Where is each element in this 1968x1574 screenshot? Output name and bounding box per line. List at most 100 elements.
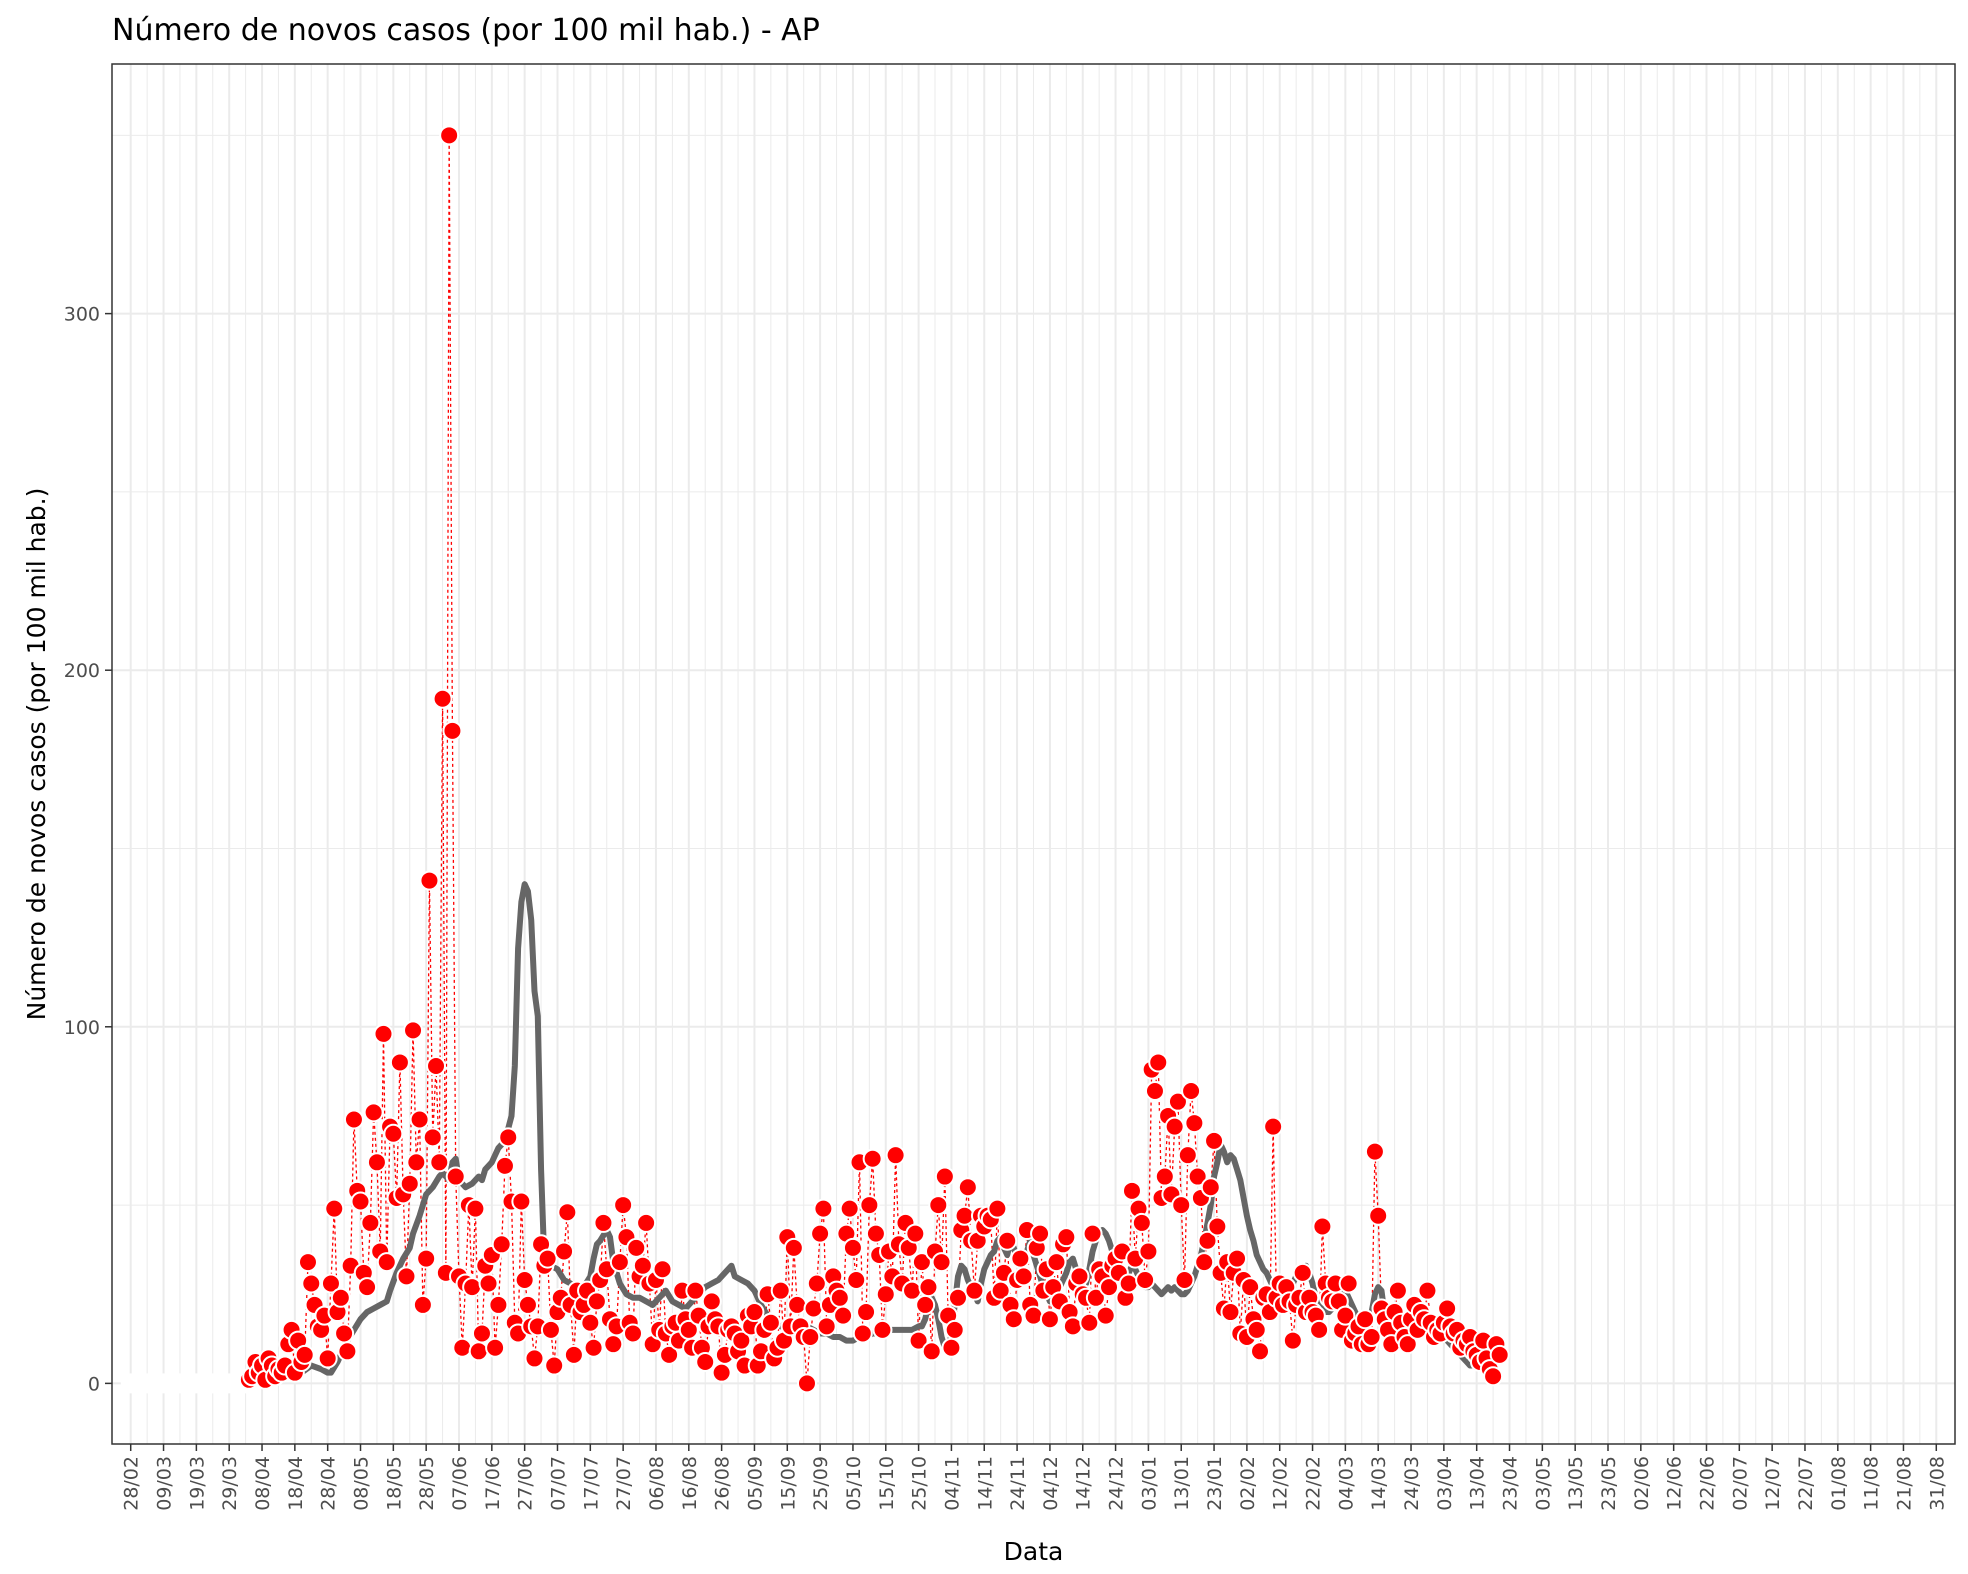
daily-cases-point [796,1373,817,1394]
daily-cases-point [1046,1252,1067,1273]
daily-cases-point [1131,1212,1152,1233]
x-tick-label: 04/03 [1335,1456,1357,1511]
daily-cases-point [1010,1248,1031,1269]
daily-cases-point [583,1337,604,1358]
x-tick-label: 28/05 [416,1456,438,1511]
daily-cases-point [941,1337,962,1358]
daily-cases-point [1200,1177,1221,1198]
daily-cases-point [1387,1280,1408,1301]
x-tick-label: 13/05 [1565,1456,1587,1511]
daily-cases-point [1184,1113,1205,1134]
daily-cases-point [1174,1269,1195,1290]
daily-cases-point [1062,1316,1083,1337]
daily-cases-point [862,1148,883,1169]
x-tick-label: 14/12 [1073,1456,1095,1511]
daily-cases-point [1148,1052,1169,1073]
daily-cases-point [1437,1298,1458,1319]
x-tick-label: 12/07 [1762,1456,1784,1511]
daily-cases-point [659,1344,680,1365]
daily-cases-point [911,1252,932,1273]
daily-cases-point [872,1319,893,1340]
x-tick-label: 24/12 [1106,1456,1128,1511]
daily-cases-point [1003,1309,1024,1330]
daily-cases-point [511,1191,532,1212]
x-axis: 28/02 09/03 19/03 29/03 08/04 18/04 28/04 08/05… [121,1444,1948,1511]
daily-cases-point [711,1362,732,1383]
daily-cases-point [1121,1180,1142,1201]
daily-cases-point [701,1291,722,1312]
daily-cases-point [465,1198,486,1219]
daily-cases-point [921,1341,942,1362]
daily-cases-point [1171,1195,1192,1216]
y-axis: 0 100 200 300 [64,304,112,1395]
daily-cases-point [731,1330,752,1351]
daily-cases-point [1099,1277,1120,1298]
daily-cases-point [1220,1302,1241,1323]
daily-cases-point [1312,1216,1333,1237]
daily-cases-point [416,1248,437,1269]
x-tick-label: 03/05 [1532,1456,1554,1511]
daily-cases-point [1095,1305,1116,1326]
daily-cases-point [885,1145,906,1166]
x-tick-label: 06/08 [646,1456,668,1511]
daily-cases-point [964,1280,985,1301]
daily-cases-point [478,1273,499,1294]
daily-cases-point [613,1195,634,1216]
daily-cases-point [350,1191,371,1212]
daily-cases-point [491,1234,512,1255]
daily-cases-point [1079,1312,1100,1333]
daily-cases-point [928,1195,949,1216]
daily-cases-point [357,1277,378,1298]
daily-cases-point [957,1177,978,1198]
daily-cases-point [1292,1262,1313,1283]
daily-cases-point [586,1291,607,1312]
daily-cases-point [787,1294,808,1315]
daily-cases-point [537,1248,558,1269]
daily-cases-point [744,1302,765,1323]
x-tick-label: 28/04 [318,1456,340,1511]
daily-cases-points [120,125,1510,1394]
daily-cases-point [1144,1080,1165,1101]
daily-cases-point [1154,1166,1175,1187]
daily-cases-point [1489,1344,1510,1365]
daily-cases-point [1250,1341,1271,1362]
daily-cases-point [468,1341,489,1362]
daily-cases-point [908,1330,929,1351]
daily-cases-point [1023,1305,1044,1326]
daily-cases-point [488,1294,509,1315]
daily-cases-point [806,1273,827,1294]
x-tick-label: 03/04 [1434,1456,1456,1511]
daily-cases-point [1197,1230,1218,1251]
y-tick-label: 200 [64,660,100,682]
x-tick-label: 31/08 [1926,1456,1948,1511]
daily-cases-point [403,1020,424,1041]
daily-cases-point [810,1223,831,1244]
x-tick-label: 17/06 [482,1456,504,1511]
daily-cases-point [554,1241,575,1262]
daily-cases-point [517,1294,538,1315]
plot-panel [111,63,1956,1445]
x-tick-label: 27/06 [515,1456,537,1511]
daily-cases-point [1417,1280,1438,1301]
daily-cases-point [1187,1166,1208,1187]
x-tick-label: 04/11 [941,1456,963,1511]
x-axis-title: Data [1004,1537,1064,1566]
daily-cases-point [915,1294,936,1315]
x-tick-label: 05/10 [843,1456,865,1511]
daily-cases-point [429,1152,450,1173]
daily-cases-point [626,1237,647,1258]
daily-cases-point [1204,1130,1225,1151]
x-tick-label: 02/06 [1631,1456,1653,1511]
daily-cases-point [987,1198,1008,1219]
daily-cases-point [524,1348,545,1369]
y-tick-label: 0 [88,1373,100,1395]
daily-cases-point [445,1166,466,1187]
daily-cases-point [1039,1309,1060,1330]
x-tick-label: 11/08 [1861,1456,1883,1511]
daily-cases-point [954,1205,975,1226]
x-tick-label: 15/10 [876,1456,898,1511]
daily-cases-point [1118,1273,1139,1294]
daily-cases-point [846,1269,867,1290]
x-tick-label: 17/07 [580,1456,602,1511]
daily-cases-point [944,1319,965,1340]
